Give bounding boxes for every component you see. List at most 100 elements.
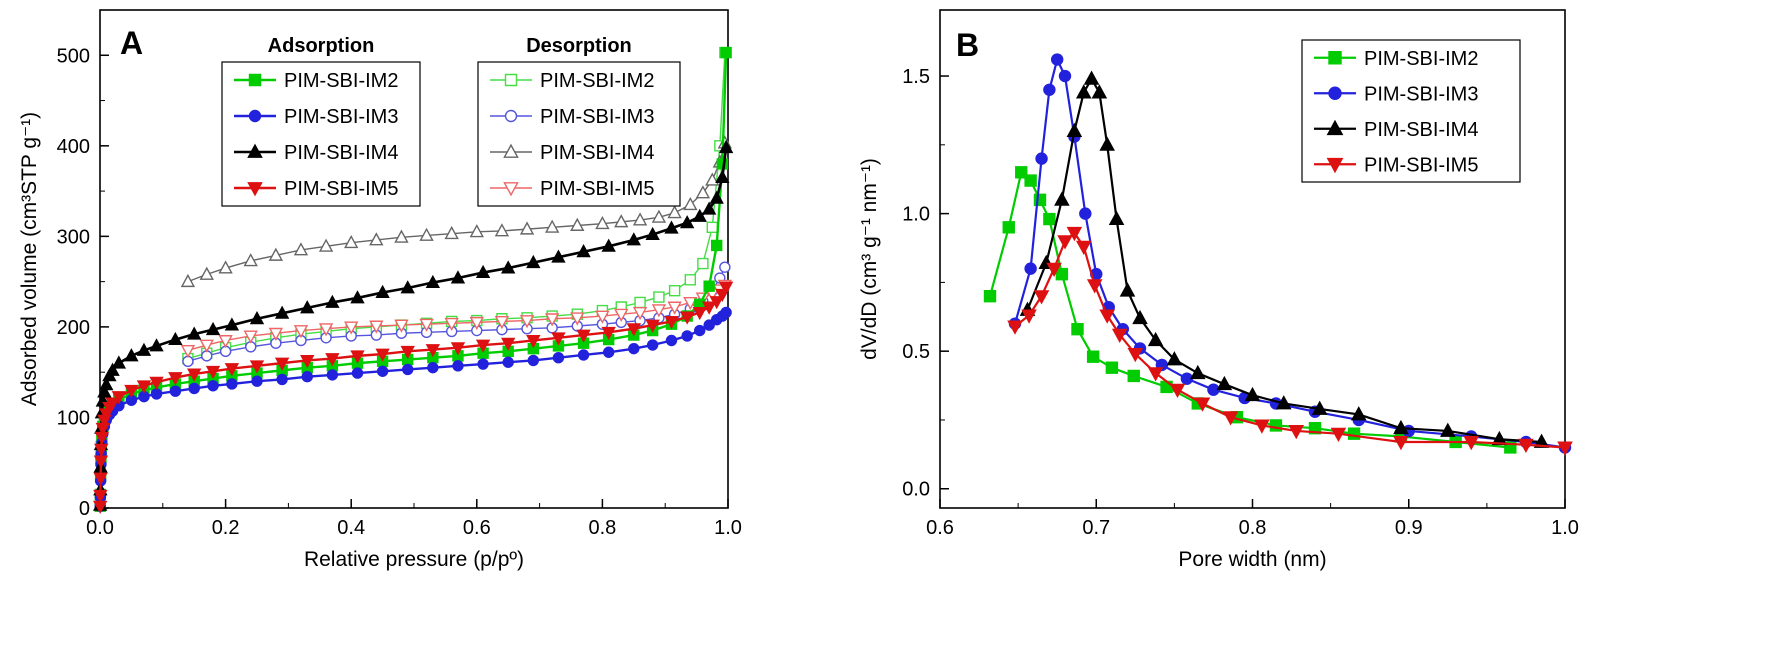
- series-marker-PIM-SBI-IM4-PSD: [1190, 364, 1206, 380]
- series-marker-PIM-SBI-IM5-Desorption: [544, 313, 560, 327]
- series-marker-PIM-SBI-IM4-Adsorption: [425, 274, 441, 288]
- series-marker-PIM-SBI-IM3-Adsorption: [577, 349, 590, 361]
- series-marker-PIM-SBI-IM2-PSD: [1024, 174, 1037, 187]
- y-tick-label: 0.5: [902, 341, 930, 363]
- series-marker-PIM-SBI-IM3-Adsorption: [694, 324, 706, 337]
- series-marker-PIM-SBI-IM4-PSD: [1350, 406, 1367, 421]
- series-marker-PIM-SBI-IM5-Desorption: [344, 321, 359, 335]
- series-marker-PIM-SBI-IM2-Adsorption: [720, 46, 732, 59]
- series-marker-PIM-SBI-IM4-PSD: [1099, 136, 1115, 151]
- series-marker-PIM-SBI-IM4-Adsorption: [136, 342, 152, 356]
- series-marker-PIM-SBI-IM3-Adsorption: [326, 369, 339, 381]
- legend-label: PIM-SBI-IM5: [284, 178, 398, 200]
- legend-label: PIM-SBI-IM5: [1364, 154, 1478, 176]
- series-marker-PIM-SBI-IM4-Adsorption: [187, 326, 202, 340]
- series-marker-PIM-SBI-IM2-Adsorption: [710, 239, 723, 252]
- series-marker-PIM-SBI-IM4-Desorption: [293, 242, 309, 256]
- legend-label: PIM-SBI-IM2: [540, 70, 654, 92]
- legend-marker-PIM-SBI-IM3: [1328, 86, 1342, 100]
- series-marker-PIM-SBI-IM5-PSD: [1194, 397, 1211, 412]
- series-marker-PIM-SBI-IM4-Adsorption: [718, 139, 734, 154]
- series-marker-PIM-SBI-IM5-Adsorption: [168, 372, 183, 386]
- x-tick-label: 0.4: [337, 517, 365, 539]
- series-marker-PIM-SBI-IM3-Adsorption: [628, 342, 640, 355]
- series-marker-PIM-SBI-IM4-Adsorption: [400, 280, 415, 294]
- series-marker-PIM-SBI-IM5-Adsorption: [718, 281, 734, 295]
- series-marker-PIM-SBI-IM5-PSD: [1021, 309, 1037, 324]
- y-tick-label: 0.0: [902, 479, 930, 501]
- series-marker-PIM-SBI-IM4-Adsorption: [168, 331, 183, 346]
- series-marker-PIM-SBI-IM4-Desorption: [369, 232, 384, 246]
- series-marker-PIM-SBI-IM5-Desorption: [651, 304, 667, 318]
- series-marker-PIM-SBI-IM5-PSD: [1075, 240, 1092, 255]
- series-marker-PIM-SBI-IM2-PSD: [1002, 221, 1015, 234]
- series-marker-PIM-SBI-IM5-Adsorption: [664, 316, 679, 330]
- series-marker-PIM-SBI-IM4-Adsorption: [645, 226, 660, 241]
- series-marker-PIM-SBI-IM5-PSD: [1393, 436, 1409, 451]
- x-tick-label: 0.6: [463, 517, 491, 539]
- series-marker-PIM-SBI-IM2-PSD: [1105, 361, 1119, 374]
- series-marker-PIM-SBI-IM5-Desorption: [180, 345, 196, 359]
- series-marker-PIM-SBI-IM5-Desorption: [243, 330, 258, 344]
- series-marker-PIM-SBI-IM4-Desorption: [695, 185, 711, 199]
- series-marker-PIM-SBI-IM3-Adsorption: [188, 382, 200, 395]
- legend-label: PIM-SBI-IM2: [1364, 48, 1478, 70]
- series-marker-PIM-SBI-IM4-Desorption: [344, 234, 359, 249]
- legend-marker-PIM-SBI-IM4: [247, 143, 263, 158]
- series-marker-PIM-SBI-IM4-Desorption: [614, 214, 629, 228]
- series-marker-PIM-SBI-IM5-Adsorption: [680, 311, 695, 325]
- legend-title: Adsorption: [268, 35, 375, 57]
- series-marker-PIM-SBI-IM2-PSD: [1055, 267, 1069, 281]
- series-marker-PIM-SBI-IM3-Adsorption: [502, 356, 514, 368]
- legend-label: PIM-SBI-IM3: [284, 106, 398, 128]
- series-marker-PIM-SBI-IM5-Adsorption: [224, 363, 240, 377]
- series-marker-PIM-SBI-IM5-PSD: [1222, 411, 1239, 426]
- series-marker-PIM-SBI-IM3-Adsorption: [527, 354, 540, 367]
- series-marker-PIM-SBI-IM5-Adsorption: [645, 319, 660, 333]
- legend-marker-PIM-SBI-IM5: [247, 182, 263, 197]
- series-marker-PIM-SBI-IM2-Desorption: [684, 274, 697, 286]
- series-marker-PIM-SBI-IM4-Adsorption: [692, 208, 707, 222]
- legend-marker-PIM-SBI-IM5: [1326, 157, 1344, 174]
- y-tick-label: 500: [57, 45, 90, 67]
- series-marker-PIM-SBI-IM5-Adsorption: [249, 360, 265, 374]
- series-marker-PIM-SBI-IM3-Adsorption: [452, 360, 464, 372]
- series-marker-PIM-SBI-IM4-Adsorption: [715, 169, 730, 183]
- series-marker-PIM-SBI-IM3-PSD: [1058, 69, 1072, 83]
- series-marker-PIM-SBI-IM4-PSD: [1091, 84, 1108, 99]
- series-marker-PIM-SBI-IM4-PSD: [1311, 400, 1328, 415]
- series-marker-PIM-SBI-IM5-PSD: [1111, 328, 1128, 343]
- series-marker-PIM-SBI-IM4-Desorption: [180, 273, 196, 288]
- series-marker-PIM-SBI-IM5-Desorption: [218, 335, 233, 349]
- series-marker-PIM-SBI-IM3-Adsorption: [376, 365, 389, 377]
- series-marker-PIM-SBI-IM5-Desorption: [667, 301, 682, 315]
- series-marker-PIM-SBI-IM5-Adsorption: [136, 380, 152, 394]
- series-marker-PIM-SBI-IM3-Adsorption: [646, 339, 659, 351]
- series-marker-PIM-SBI-IM4-Desorption: [469, 224, 484, 238]
- x-tick-label: 0.2: [212, 517, 240, 539]
- series-marker-PIM-SBI-IM5-Desorption: [369, 320, 384, 334]
- series-marker-PIM-SBI-IM5-Adsorption: [501, 337, 516, 351]
- x-tick-label: 0.0: [86, 517, 114, 539]
- series-marker-PIM-SBI-IM5-Desorption: [632, 306, 648, 321]
- series-marker-PIM-SBI-IM4-Desorption: [683, 196, 698, 211]
- x-tick-label: 1.0: [714, 517, 742, 539]
- series-marker-PIM-SBI-IM4-PSD: [1166, 351, 1183, 366]
- series-marker-PIM-SBI-IM5-Adsorption: [375, 348, 390, 362]
- series-marker-PIM-SBI-IM5-Adsorption: [124, 384, 139, 399]
- series-marker-PIM-SBI-IM5-Adsorption: [450, 342, 466, 356]
- x-tick-label: 0.9: [1395, 517, 1423, 539]
- series-marker-PIM-SBI-IM2-PSD: [1086, 350, 1100, 363]
- series-marker-PIM-SBI-IM4-Adsorption: [680, 215, 695, 229]
- series-marker-PIM-SBI-IM5-PSD: [1557, 441, 1573, 456]
- series-marker-PIM-SBI-IM5-Adsorption: [551, 332, 566, 346]
- y-tick-label: 400: [57, 136, 90, 158]
- legend-marker-PIM-SBI-IM3: [248, 109, 262, 123]
- series-line-PIM-SBI-IM2-PSD: [988, 171, 1511, 449]
- series-marker-PIM-SBI-IM5-Adsorption: [205, 365, 221, 379]
- series-marker-PIM-SBI-IM4-PSD: [1216, 375, 1233, 391]
- series-marker-PIM-SBI-IM4-Adsorption: [526, 254, 541, 269]
- y-axis-title: Adsorbed volume (cm³STP g⁻¹): [18, 112, 41, 406]
- series-marker-PIM-SBI-IM5-Desorption: [419, 318, 434, 332]
- series-marker-PIM-SBI-IM5-Adsorption: [300, 354, 315, 369]
